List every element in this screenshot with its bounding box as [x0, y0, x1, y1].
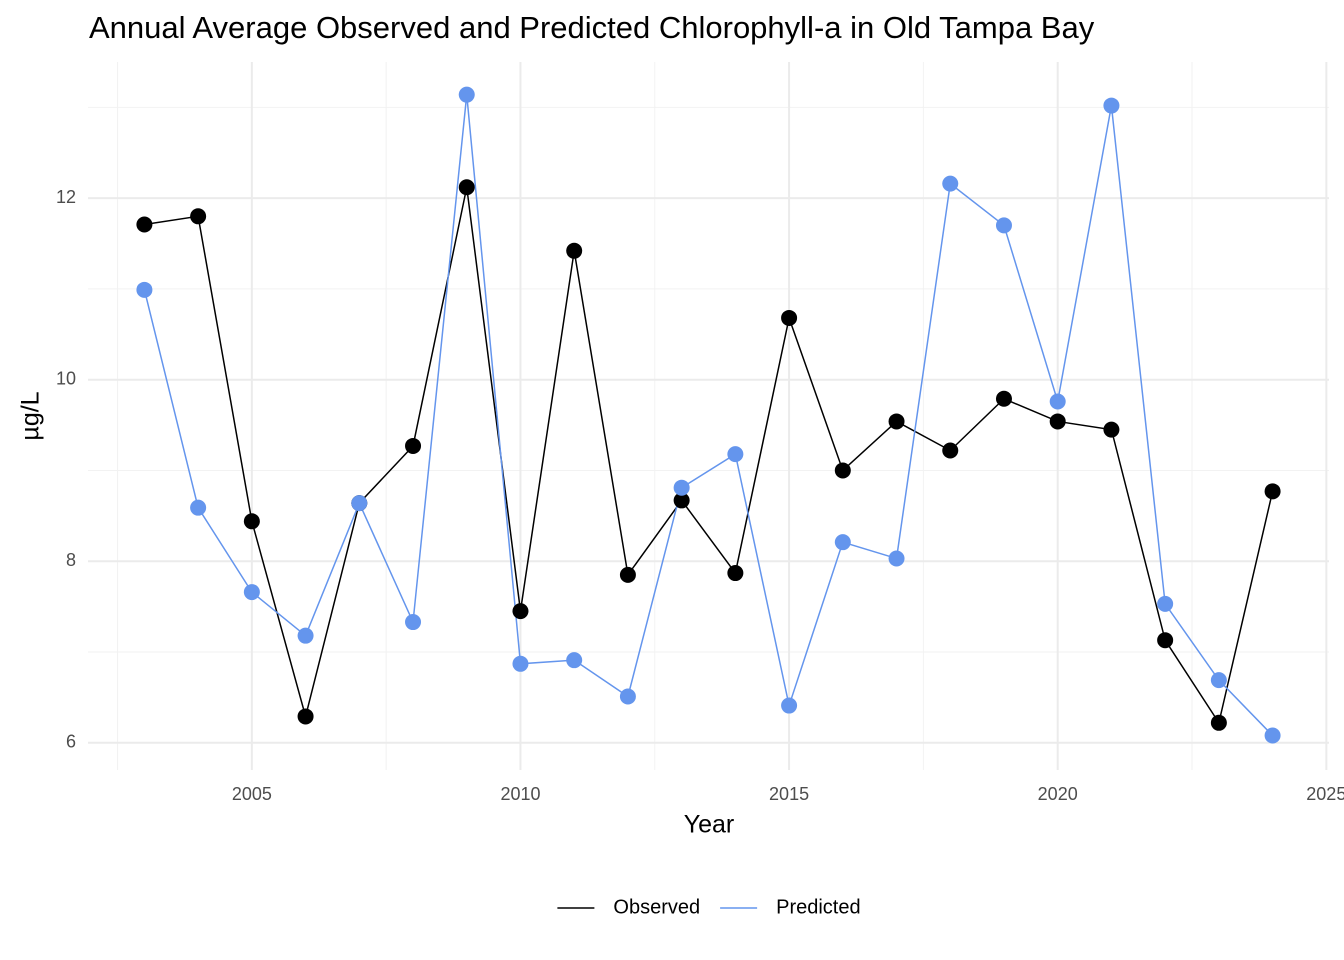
data-point	[619, 566, 636, 583]
data-point	[834, 534, 851, 551]
data-point	[297, 627, 314, 644]
data-point	[673, 492, 690, 509]
chart-title: Annual Average Observed and Predicted Ch…	[89, 10, 1095, 45]
series-line	[143, 94, 1274, 737]
data-point	[727, 446, 744, 463]
y-axis-title: µg/L	[17, 391, 45, 440]
data-point	[512, 603, 529, 620]
data-point	[566, 652, 583, 669]
data-point	[458, 86, 475, 103]
y-tick-label: 6	[66, 732, 76, 752]
x-tick-label: 2005	[232, 784, 272, 804]
data-point	[1103, 421, 1120, 438]
data-point	[1210, 672, 1227, 689]
data-point	[512, 655, 529, 672]
data-point	[190, 499, 207, 516]
x-tick-label: 2010	[500, 784, 540, 804]
data-point	[243, 584, 260, 601]
data-point	[1210, 714, 1227, 731]
data-point	[297, 708, 314, 725]
data-point	[1103, 97, 1120, 114]
data-point	[781, 309, 798, 326]
y-tick-label: 10	[56, 368, 76, 388]
data-point	[243, 513, 260, 530]
data-point	[942, 175, 959, 192]
data-point	[190, 208, 207, 225]
legend-label: Predicted	[776, 896, 861, 918]
data-point	[888, 550, 905, 567]
legend-label: Observed	[613, 896, 700, 918]
data-point	[781, 697, 798, 714]
data-point	[136, 281, 153, 298]
data-point	[136, 216, 153, 233]
data-point	[458, 179, 475, 196]
x-tick-label: 2015	[769, 784, 809, 804]
data-point	[834, 462, 851, 479]
data-point	[1049, 413, 1066, 430]
data-point	[995, 217, 1012, 234]
y-tick-label: 12	[56, 187, 76, 207]
series-line	[144, 187, 1274, 725]
data-point	[351, 495, 368, 512]
data-point	[1264, 483, 1281, 500]
data-point	[995, 390, 1012, 407]
data-point	[942, 442, 959, 459]
data-point	[1157, 595, 1174, 612]
x-axis-title: Year	[684, 811, 735, 839]
data-point	[1264, 727, 1281, 744]
data-point	[888, 413, 905, 430]
data-point	[566, 242, 583, 259]
data-point	[405, 614, 422, 631]
data-point	[1157, 632, 1174, 649]
data-point	[1049, 393, 1066, 410]
x-tick-label: 2020	[1038, 784, 1078, 804]
data-point	[727, 565, 744, 582]
data-point	[405, 437, 422, 454]
y-tick-label: 8	[66, 550, 76, 570]
data-point	[619, 688, 636, 705]
x-tick-label: 2025	[1306, 784, 1344, 804]
data-point	[673, 479, 690, 496]
